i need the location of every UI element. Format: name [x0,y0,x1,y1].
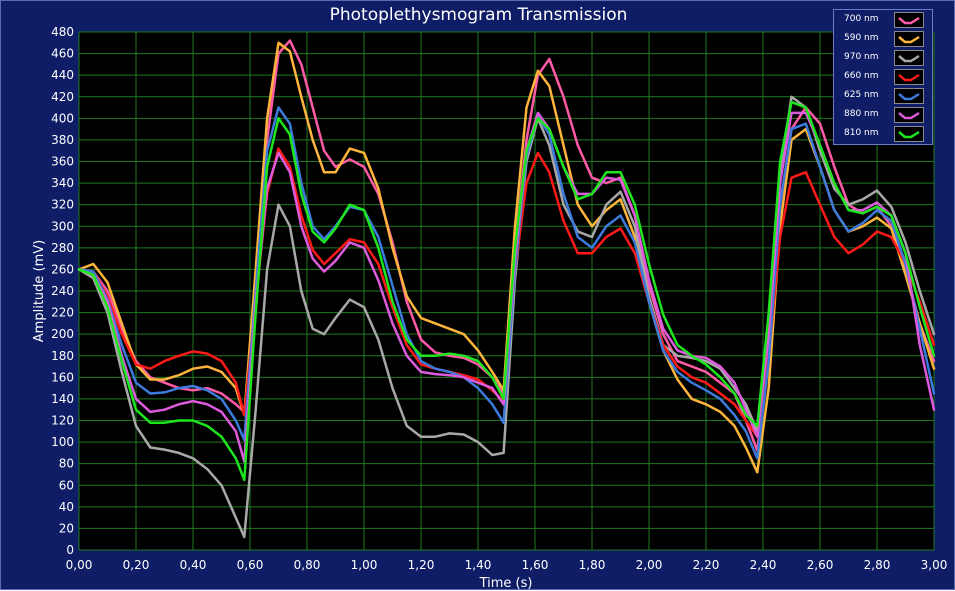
y-tick-label: 240 [51,284,74,298]
y-tick-label: 0 [66,543,74,557]
x-axis-title: Time (s) [479,576,533,591]
legend-swatch [894,69,924,85]
y-tick-label: 140 [51,392,74,406]
y-tick-label: 160 [51,370,74,384]
x-tick-label: 2,00 [636,558,663,572]
legend-swatch-line [898,35,920,44]
x-tick-label: 0,20 [123,558,150,572]
legend: 700 nm 590 nm 970 nm 660 nm 625 nm 880 nm 810 … [833,9,933,145]
y-tick-label: 300 [51,219,74,233]
y-tick-label: 220 [51,306,74,320]
legend-swatch-line [898,16,920,25]
legend-item: 660 nm [834,68,934,87]
series-line-625-nm [77,106,936,460]
legend-swatch [894,126,924,142]
legend-swatch-glyph [898,111,920,120]
y-axis-title: Amplitude (mV) [32,240,47,342]
legend-label: 590 nm [844,33,879,43]
x-tick-label: 0,80 [294,558,321,572]
y-tick-label: 80 [59,457,74,471]
legend-swatch-line [898,92,920,101]
x-tick-label: 0,60 [237,558,264,572]
series-line-880-nm [77,111,936,463]
legend-label: 880 nm [844,109,879,119]
legend-swatch [894,31,924,47]
legend-swatch-glyph [898,54,920,63]
legend-swatch [894,50,924,66]
legend-swatch-glyph [898,130,920,139]
y-tick-label: 360 [51,155,74,169]
legend-item: 880 nm [834,106,934,125]
legend-item: 590 nm [834,30,934,49]
y-tick-label: 440 [51,68,74,82]
x-tick-label: 1,80 [579,558,606,572]
legend-item: 700 nm [834,11,934,30]
x-tick-label: 0,00 [66,558,93,572]
y-tick-label: 260 [51,262,74,276]
x-tick-label: 1,20 [408,558,435,572]
x-tick-label: 2,60 [807,558,834,572]
y-tick-label: 200 [51,327,74,341]
y-tick-label: 340 [51,176,74,190]
legend-label: 625 nm [844,90,879,100]
x-tick-label: 1,60 [522,558,549,572]
x-tick-label: 1,40 [465,558,492,572]
legend-swatch [894,107,924,123]
legend-swatch-line [898,54,920,63]
legend-swatch [894,12,924,28]
y-tick-label: 320 [51,198,74,212]
y-tick-label: 400 [51,111,74,125]
legend-item: 810 nm [834,125,934,144]
x-tick-label: 2,80 [864,558,891,572]
x-tick-label: 2,40 [750,558,777,572]
legend-item: 625 nm [834,87,934,106]
legend-swatch-glyph [898,16,920,25]
y-tick-label: 40 [59,500,74,514]
y-tick-label: 20 [59,521,74,535]
y-axis-ticks: 0 20 40 60 80 100 120 140 160 180 200 220 240 260 280 3… [51,25,74,557]
legend-swatch-line [898,73,920,82]
y-tick-label: 60 [59,478,74,492]
x-axis-ticks: 0,00 0,20 0,40 0,60 0,80 1,00 1,20 1,40 1,60 1,80… [66,558,948,572]
grid-lines [78,31,935,551]
y-tick-label: 480 [51,25,74,39]
x-tick-label: 3,00 [921,558,948,572]
legend-swatch-glyph [898,35,920,44]
legend-swatch-glyph [898,73,920,82]
legend-label: 660 nm [844,71,879,81]
x-tick-label: 0,40 [180,558,207,572]
y-tick-label: 100 [51,435,74,449]
series-lines [77,39,936,539]
legend-swatch-line [898,111,920,120]
legend-item: 970 nm [834,49,934,68]
y-tick-label: 280 [51,241,74,255]
legend-swatch-glyph [898,92,920,101]
legend-swatch [894,88,924,104]
legend-label: 810 nm [844,128,879,138]
y-tick-label: 120 [51,414,74,428]
x-tick-label: 1,00 [351,558,378,572]
legend-swatch-line [898,130,920,139]
y-tick-label: 420 [51,90,74,104]
y-tick-label: 380 [51,133,74,147]
legend-label: 700 nm [844,14,879,24]
y-tick-label: 460 [51,47,74,61]
legend-label: 970 nm [844,52,879,62]
chart-title: Photoplethysmogram Transmission [329,5,628,25]
y-tick-label: 180 [51,349,74,363]
series-line-810-nm [77,100,936,482]
x-tick-label: 2,20 [693,558,720,572]
